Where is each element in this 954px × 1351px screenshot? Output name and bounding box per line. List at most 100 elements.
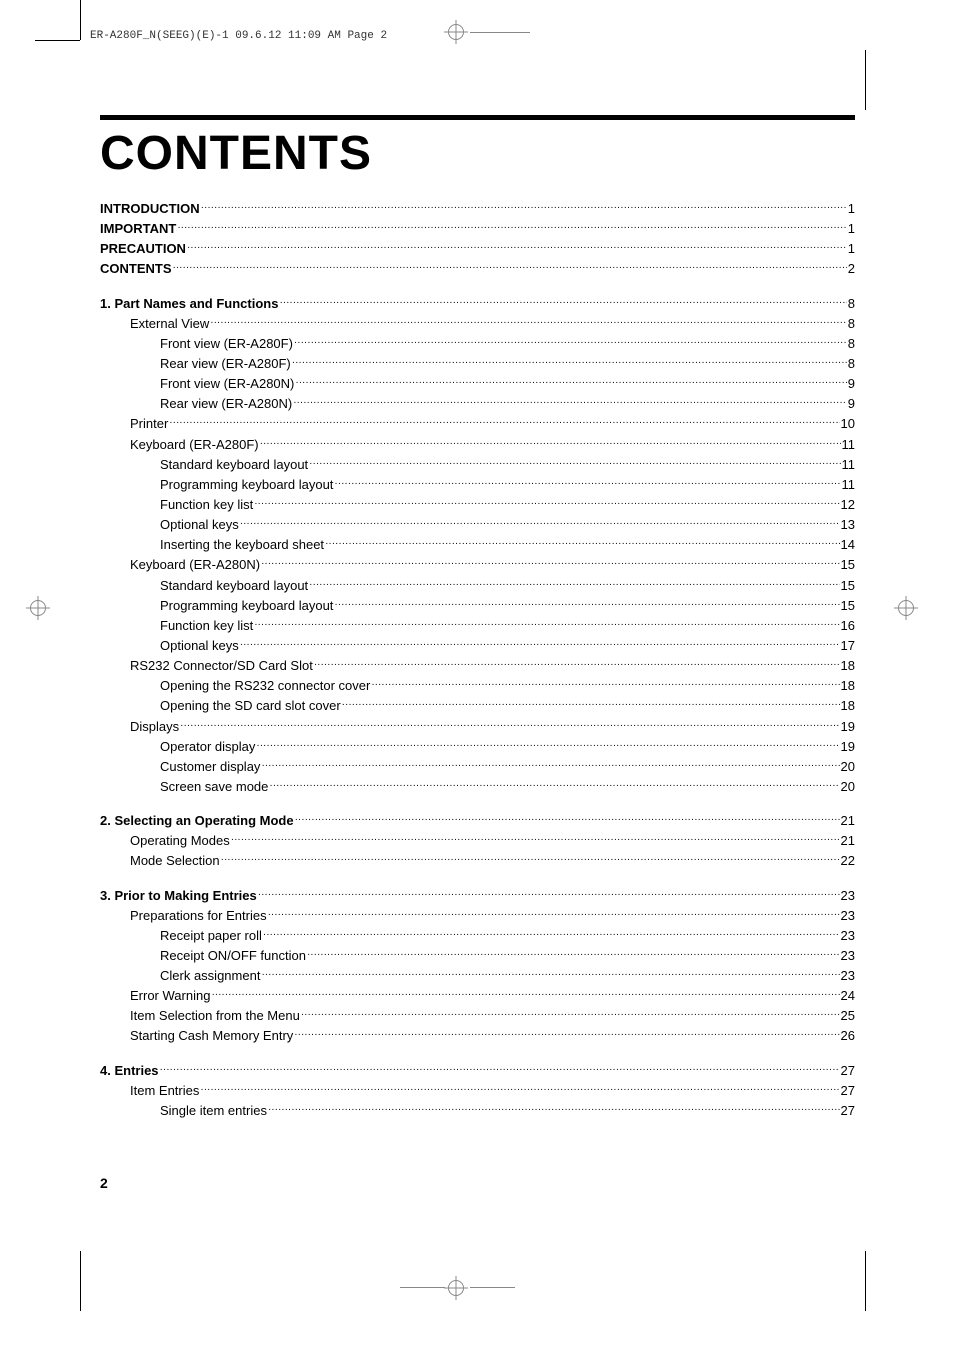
toc-leader (173, 260, 847, 273)
toc-page: 23 (841, 906, 855, 926)
toc-page: 18 (841, 676, 855, 696)
toc-page: 23 (841, 966, 855, 986)
toc-page: 17 (841, 636, 855, 656)
toc-page: 9 (848, 374, 855, 394)
toc-page: 12 (841, 495, 855, 515)
toc-row: External View8 (100, 314, 855, 334)
toc-row: 4. Entries27 (100, 1061, 855, 1081)
registration-mark (448, 24, 464, 40)
toc-page: 15 (841, 596, 855, 616)
registration-line (400, 1287, 445, 1288)
toc-spacer (100, 872, 855, 886)
toc-page: 9 (848, 394, 855, 414)
toc-label: Operating Modes (130, 831, 230, 851)
toc-row: CONTENTS2 (100, 259, 855, 279)
toc-label: Optional keys (160, 636, 239, 656)
toc-page: 20 (841, 757, 855, 777)
toc-leader (268, 907, 840, 920)
toc-page: 1 (848, 239, 855, 259)
toc-page: 21 (841, 811, 855, 831)
toc-leader (307, 947, 840, 960)
header-slug: ER-A280F_N(SEEG)(E)-1 09.6.12 11:09 AM P… (90, 30, 387, 42)
toc-row: Item Selection from the Menu25 (100, 1006, 855, 1026)
toc-leader (292, 355, 847, 368)
toc-leader (295, 375, 846, 388)
registration-mark (448, 1280, 464, 1296)
toc-label: Single item entries (160, 1101, 267, 1121)
toc-leader (200, 1082, 839, 1095)
toc-page: 23 (841, 886, 855, 906)
registration-line (470, 1287, 515, 1288)
toc-row: Error Warning24 (100, 986, 855, 1006)
toc-leader (221, 852, 840, 865)
toc-row: Standard keyboard layout15 (100, 576, 855, 596)
toc-page: 27 (841, 1061, 855, 1081)
toc-leader (294, 1027, 839, 1040)
toc-page: 13 (841, 515, 855, 535)
toc-row: Inserting the keyboard sheet 14 (100, 535, 855, 555)
toc-label: Programming keyboard layout (160, 475, 333, 495)
toc-label: Starting Cash Memory Entry (130, 1026, 293, 1046)
toc-page: 20 (841, 777, 855, 797)
toc-leader (177, 220, 846, 233)
toc-page: 11 (842, 475, 856, 495)
toc-label: Inserting the keyboard sheet (160, 535, 324, 555)
toc-label: Standard keyboard layout (160, 455, 308, 475)
toc-page: 8 (848, 314, 855, 334)
toc-page: 23 (841, 946, 855, 966)
toc-row: Operating Modes21 (100, 831, 855, 851)
toc-row: Programming keyboard layout 11 (100, 475, 855, 495)
toc-row: Standard keyboard layout11 (100, 455, 855, 475)
toc-row: RS232 Connector/SD Card Slot 18 (100, 656, 855, 676)
toc-row: 3. Prior to Making Entries 23 (100, 886, 855, 906)
toc-row: Front view (ER-A280N)9 (100, 374, 855, 394)
toc-page: 18 (841, 656, 855, 676)
toc-label: Mode Selection (130, 851, 220, 871)
toc-page: 22 (841, 851, 855, 871)
toc-row: Optional keys 17 (100, 636, 855, 656)
toc-label: Clerk assignment (160, 966, 260, 986)
toc-page: 24 (841, 986, 855, 1006)
toc-leader (295, 812, 840, 825)
toc-page: 2 (848, 259, 855, 279)
toc-label: PRECAUTION (100, 239, 186, 259)
toc-page: 18 (841, 696, 855, 716)
toc-row: Receipt paper roll23 (100, 926, 855, 946)
toc-page: 16 (841, 616, 855, 636)
toc-label: Preparations for Entries (130, 906, 267, 926)
toc-page: 26 (841, 1026, 855, 1046)
toc-row: Function key list 16 (100, 616, 855, 636)
toc-row: Displays19 (100, 717, 855, 737)
crop-mark (80, 1251, 81, 1311)
crop-mark (865, 1251, 866, 1311)
title-rule (100, 115, 855, 120)
toc-label: Customer display (160, 757, 260, 777)
toc-leader (240, 516, 840, 529)
page-content: CONTENTS INTRODUCTION1IMPORTANT1PRECAUTI… (100, 115, 855, 1121)
toc-leader (269, 778, 839, 791)
toc-label: INTRODUCTION (100, 199, 200, 219)
toc-page: 23 (841, 926, 855, 946)
toc-label: Rear view (ER-A280N) (160, 394, 292, 414)
toc-label: RS232 Connector/SD Card Slot (130, 656, 313, 676)
toc-row: Keyboard (ER-A280N)15 (100, 555, 855, 575)
toc-row: Starting Cash Memory Entry 26 (100, 1026, 855, 1046)
toc-label: Function key list (160, 495, 253, 515)
toc-spacer (100, 280, 855, 294)
toc-page: 14 (841, 535, 855, 555)
toc-row: Opening the SD card slot cover18 (100, 696, 855, 716)
toc-label: 3. Prior to Making Entries (100, 886, 257, 906)
toc-label: Operator display (160, 737, 255, 757)
toc-leader (263, 927, 840, 940)
toc-leader (342, 697, 840, 710)
toc-page: 27 (841, 1101, 855, 1121)
toc-label: 2. Selecting an Operating Mode (100, 811, 294, 831)
toc-leader (258, 887, 840, 900)
toc-label: Function key list (160, 616, 253, 636)
toc-label: Item Entries (130, 1081, 199, 1101)
toc-page: 27 (841, 1081, 855, 1101)
toc-row: PRECAUTION 1 (100, 239, 855, 259)
toc-row: Mode Selection 22 (100, 851, 855, 871)
toc-label: IMPORTANT (100, 219, 176, 239)
toc-leader (334, 597, 839, 610)
